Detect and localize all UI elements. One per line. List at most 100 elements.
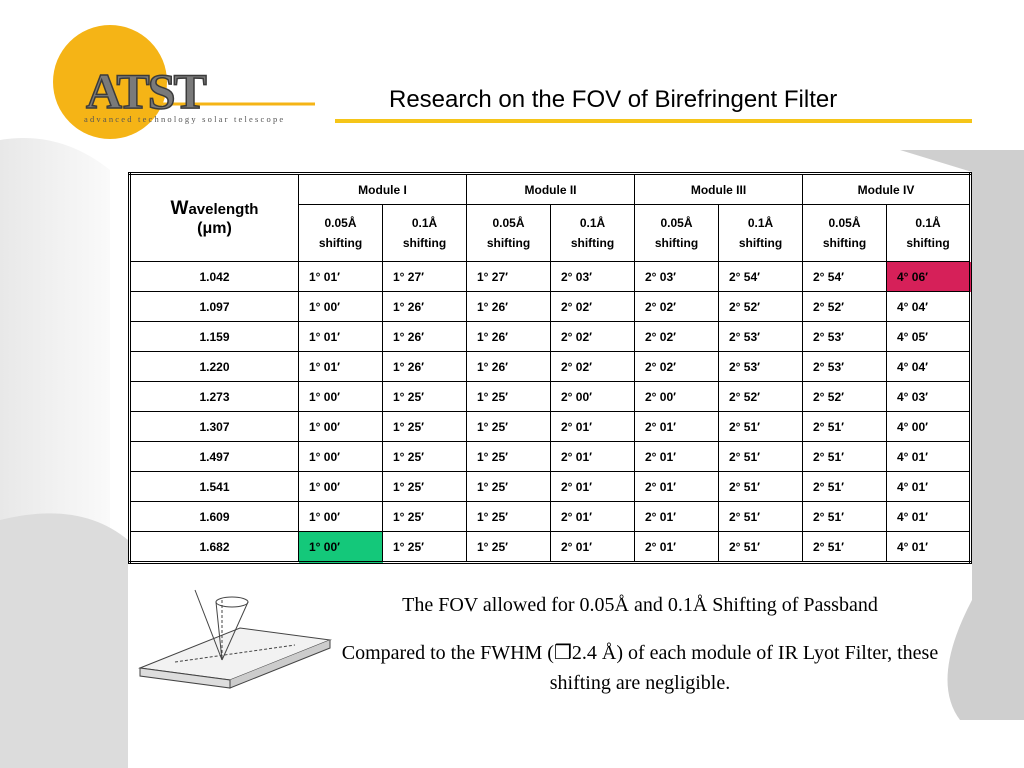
fov-cell: 4° 04′: [886, 351, 971, 382]
fov-cell: 2° 52′: [802, 291, 887, 322]
fov-cell: 1° 26′: [382, 291, 467, 322]
module-header: Module III: [634, 173, 803, 205]
fov-cell: 2° 02′: [634, 351, 719, 382]
fov-cell: 1° 25′: [466, 471, 551, 502]
fov-cell: 2° 52′: [718, 291, 803, 322]
fov-cell: 2° 53′: [802, 351, 887, 382]
fov-cell: 4° 06′: [886, 261, 971, 292]
fov-cell: 4° 03′: [886, 381, 971, 412]
fov-cell: 1° 26′: [382, 321, 467, 352]
fov-cell: 4° 01′: [886, 501, 971, 532]
fov-cell: 2° 01′: [634, 441, 719, 472]
fov-cell: 1° 00′: [298, 501, 383, 532]
fov-cell: 1° 25′: [466, 441, 551, 472]
wavelength-cell: 1.609: [129, 501, 299, 532]
wavelength-cell: 1.097: [129, 291, 299, 322]
fov-cell: 4° 05′: [886, 321, 971, 352]
fov-cell: 1° 00′: [298, 411, 383, 442]
fov-cell: 1° 25′: [382, 441, 467, 472]
fov-cell: 2° 01′: [550, 411, 635, 442]
fov-cell: 1° 26′: [466, 351, 551, 382]
sub-header: 0.1Å shifting: [550, 204, 635, 262]
fov-cell: 2° 51′: [802, 411, 887, 442]
header-row: Wavelength (μm) Module I Module II Module II…: [129, 173, 971, 262]
fov-cell: 2° 53′: [718, 321, 803, 352]
fov-cell: 2° 51′: [718, 411, 803, 442]
slide-title: Research on the FOV of Birefringent Filt…: [389, 86, 838, 113]
corner-header: Wavelength (μm): [129, 173, 299, 262]
sub-header: 0.1Å shifting: [382, 204, 467, 262]
logo-circle: [53, 25, 167, 139]
fov-cell: 2° 02′: [634, 321, 719, 352]
fov-cell: 1° 00′: [298, 291, 383, 322]
fov-cell: 2° 51′: [718, 531, 803, 563]
fov-cell: 1° 01′: [298, 321, 383, 352]
sub-header: 0.1Å shifting: [886, 204, 971, 262]
fov-cell: 1° 25′: [382, 381, 467, 412]
fov-cell: 2° 01′: [634, 411, 719, 442]
fov-cell: 1° 25′: [466, 381, 551, 412]
sub-header: 0.05Å shifting: [298, 204, 383, 262]
fov-cell: 2° 01′: [550, 441, 635, 472]
corner-label: Wavelength: [170, 198, 259, 219]
wavelength-cell: 1.042: [129, 261, 299, 292]
logo-tagline: advanced technology solar telescope: [84, 114, 286, 124]
fov-cell: 2° 54′: [718, 261, 803, 292]
fov-cell: 2° 00′: [634, 381, 719, 412]
fov-cell: 4° 00′: [886, 411, 971, 442]
fov-cell: 2° 01′: [634, 531, 719, 563]
fov-cell: 4° 04′: [886, 291, 971, 322]
fov-cell: 2° 53′: [718, 351, 803, 382]
fov-table: Wavelength (μm) Module I Module II Module II…: [128, 172, 972, 564]
fov-cell: 2° 51′: [802, 501, 887, 532]
data-row: 1.220 1° 01′ 1° 26′ 1° 26′ 2° 02′ 2° 02′ 2° 53…: [129, 351, 971, 382]
fov-cell: 1° 26′: [382, 351, 467, 382]
fov-cell: 2° 02′: [550, 321, 635, 352]
data-row: 1.273 1° 00′ 1° 25′ 1° 25′ 2° 00′ 2° 00′ 2° 52…: [129, 381, 971, 412]
fov-cell: 2° 01′: [634, 471, 719, 502]
fov-cell: 2° 01′: [550, 471, 635, 502]
fov-cell: 1° 00′: [298, 471, 383, 502]
fov-cell: 2° 51′: [802, 441, 887, 472]
fov-cell: 4° 01′: [886, 531, 971, 563]
dome: [0, 513, 128, 768]
fov-cell: 2° 53′: [802, 321, 887, 352]
fov-cell: 2° 02′: [550, 351, 635, 382]
fov-cell: 2° 01′: [634, 501, 719, 532]
wavelength-cell: 1.159: [129, 321, 299, 352]
telescope-right: [900, 150, 1024, 720]
caption: The FOV allowed for 0.05Å and 0.1Å Shift…: [402, 594, 878, 616]
data-row: 1.609 1° 00′ 1° 25′ 1° 25′ 2° 01′ 2° 01′ 2° 51…: [129, 501, 971, 532]
fov-cell: 1° 25′: [382, 471, 467, 502]
fov-cell: 1° 26′: [466, 321, 551, 352]
corner-unit: (μm): [197, 220, 232, 237]
fov-cell: 1° 01′: [298, 261, 383, 292]
fov-cell: 2° 02′: [550, 291, 635, 322]
logo: ATST: [85, 62, 207, 120]
fov-cell: 2° 01′: [550, 501, 635, 532]
data-row: 1.682 1° 00′ 1° 25′ 1° 25′ 2° 01′ 2° 01′ 2° 51…: [129, 531, 971, 563]
fov-cell: 1° 26′: [466, 291, 551, 322]
fov-cell: 4° 01′: [886, 471, 971, 502]
fov-cell: 1° 25′: [382, 531, 467, 563]
fov-cell: 1° 01′: [298, 351, 383, 382]
fov-cell: 1° 00′: [298, 381, 383, 412]
fov-cell: 1° 25′: [466, 501, 551, 532]
fov-cell: 1° 25′: [382, 501, 467, 532]
fov-cell: 1° 27′: [382, 261, 467, 292]
fov-cell: 1° 25′: [466, 531, 551, 563]
caption: Compared to the FWHM (❒2.4 Å) of each mo…: [341, 642, 939, 694]
fov-cell: 1° 00′: [298, 531, 383, 563]
data-row: 1.497 1° 00′ 1° 25′ 1° 25′ 2° 01′ 2° 01′ 2° 51…: [129, 441, 971, 472]
fov-cell: 2° 03′: [634, 261, 719, 292]
wavelength-cell: 1.682: [129, 531, 299, 563]
data-row: 1.541 1° 00′ 1° 25′ 1° 25′ 2° 01′ 2° 01′ 2° 51…: [129, 471, 971, 502]
module-header: Module II: [466, 173, 635, 205]
fov-cell: 2° 52′: [718, 381, 803, 412]
fov-cell: 2° 51′: [718, 501, 803, 532]
fov-cell: 2° 51′: [718, 471, 803, 502]
wavelength-cell: 1.307: [129, 411, 299, 442]
sub-header: 0.1Å shifting: [718, 204, 803, 262]
sub-header: 0.05Å shifting: [634, 204, 719, 262]
fov-cell: 2° 03′: [550, 261, 635, 292]
